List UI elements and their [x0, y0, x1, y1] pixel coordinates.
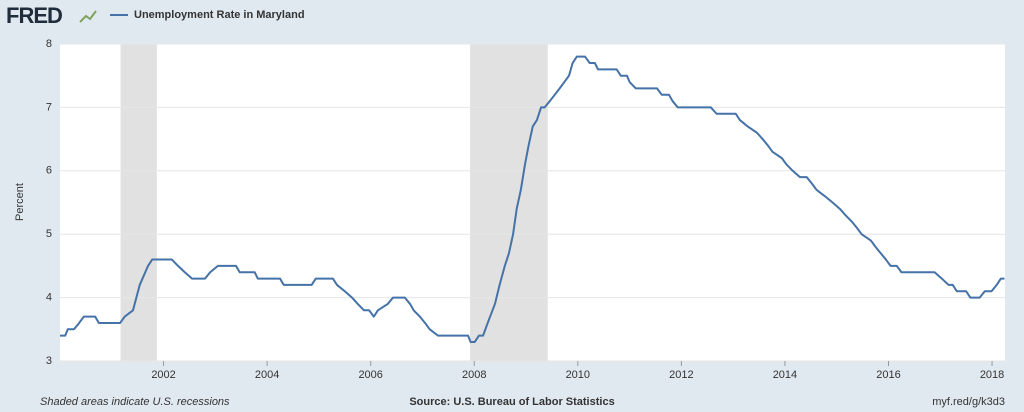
y-tick-label: 6 [46, 165, 52, 177]
y-axis-label: Percent [14, 183, 26, 221]
y-tick-label: 7 [46, 101, 52, 113]
x-tick-label: 2010 [566, 369, 590, 381]
y-tick-label: 8 [46, 38, 52, 50]
logo-icon [79, 10, 97, 23]
x-tick-label: 2012 [669, 369, 693, 381]
logo: FRED [6, 3, 62, 28]
recession-band [470, 44, 548, 361]
x-tick-label: 2002 [151, 369, 175, 381]
footer-link: myf.red/g/k3d3 [932, 396, 1005, 408]
x-tick-label: 2006 [358, 369, 382, 381]
series-line [60, 55, 1005, 343]
x-tick-label: 2016 [876, 369, 900, 381]
footer-source: Source: U.S. Bureau of Labor Statistics [409, 396, 614, 408]
x-tick-label: 2018 [980, 369, 1004, 381]
legend-label: Unemployment Rate in Maryland [134, 9, 305, 21]
y-tick-label: 3 [46, 355, 52, 367]
footer-note: Shaded areas indicate U.S. recessions [40, 396, 230, 408]
recession-band [120, 44, 157, 361]
y-tick-label: 5 [46, 228, 52, 240]
x-tick-label: 2008 [462, 369, 486, 381]
x-tick-label: 2014 [773, 369, 797, 381]
y-tick-label: 4 [46, 292, 52, 304]
x-tick-label: 2004 [255, 369, 279, 381]
